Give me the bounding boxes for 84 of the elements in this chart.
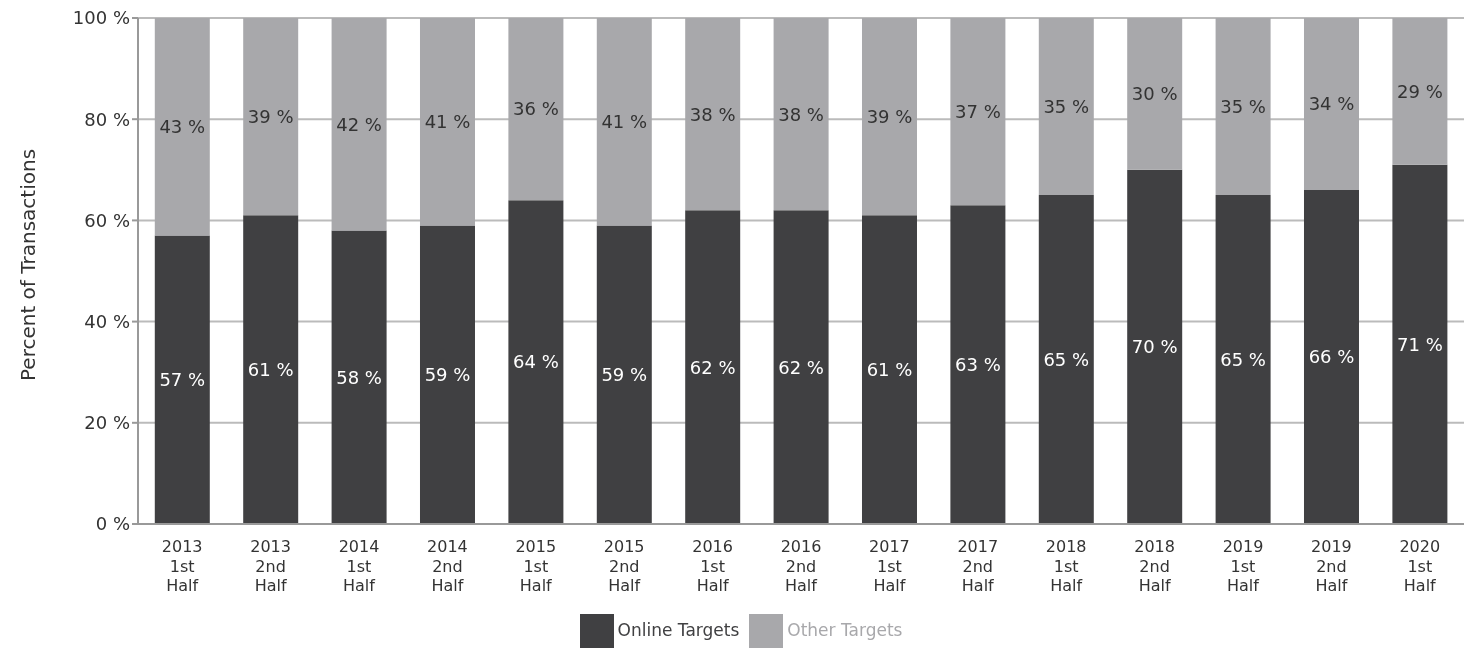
data-label: 36 % [513,98,559,120]
bar [1127,18,1183,170]
data-label: 37 % [955,101,1001,122]
data-label: 38 % [689,103,736,125]
bar [154,235,210,524]
x-tick-label: 2014 1st Half [338,537,380,595]
data-label: 35 % [1220,95,1266,117]
bar [1215,18,1271,196]
data-label: 30 % [1131,83,1178,105]
bar [1304,18,1359,191]
x-tick-label: 2017 2nd Half [957,537,999,595]
bar [1038,195,1094,524]
data-label: 65 % [1043,348,1090,370]
bar [685,210,741,524]
data-label: 58 % [336,366,382,388]
data-label: 61 % [866,359,913,381]
bar [862,215,917,524]
bar [596,225,652,524]
x-tick-label: 2016 2nd Half [780,537,822,595]
data-label: 71 % [1397,333,1443,355]
y-tick-label: 0 % [95,513,130,535]
data-label: 66 % [1308,346,1355,368]
bar [331,18,387,231]
data-label: 57 % [159,369,206,391]
bar [1127,169,1183,524]
y-tick-label: 60 % [84,209,130,231]
x-tick-label: 2019 1st Half [1222,537,1264,595]
bar [508,18,564,201]
data-label: 70 % [1131,336,1178,358]
bar [773,210,829,524]
bar [596,18,652,226]
bar [508,200,564,524]
data-label: 39 % [247,106,294,128]
bar [1304,190,1359,524]
bar [950,18,1006,206]
bar [1392,164,1448,524]
data-label: 39 % [866,106,913,128]
data-label: 64 % [513,351,559,373]
bar [420,18,475,226]
x-tick-label: 2013 1st Half [161,537,203,595]
bar [1392,18,1448,165]
data-label: 29 % [1397,80,1443,102]
data-label: 41 % [424,111,471,133]
bar [773,18,829,211]
x-tick-label: 2019 2nd Half [1311,537,1352,595]
data-label: 62 % [689,356,736,378]
data-label: 41 % [601,111,648,133]
x-tick-label: 2013 2nd Half [250,537,291,595]
bar [862,18,917,216]
bar [243,215,299,524]
data-label: 34 % [1308,93,1355,115]
legend-label: Online Targets [617,620,740,640]
data-label: 59 % [601,364,648,386]
data-label: 63 % [955,354,1001,375]
x-tick-label: 2015 1st Half [515,537,557,595]
y-tick-label: 80 % [84,108,130,130]
data-label: 42 % [336,113,382,135]
y-tick-label: 40 % [84,310,130,332]
bar [420,225,475,524]
bar [685,18,741,211]
x-tick-label: 2018 2nd Half [1134,537,1175,595]
bar [331,230,387,524]
x-tick-label: 2018 1st Half [1045,537,1087,595]
data-label: 61 % [247,359,294,381]
legend-label: Other Targets [787,620,903,640]
data-label: 43 % [159,116,206,138]
bar [1038,18,1094,196]
x-tick-label: 2017 1st Half [869,537,910,595]
data-label: 59 % [424,364,471,386]
data-label: 38 % [778,103,824,125]
y-tick-label: 20 % [84,412,130,434]
bar [243,18,299,216]
data-label: 65 % [1220,348,1266,370]
y-tick-label: 100 % [72,7,130,29]
x-tick-label: 2014 2nd Half [427,537,468,595]
data-label: 62 % [778,356,824,378]
bar [154,18,210,236]
x-tick-label: 2020 1st Half [1399,537,1441,595]
bar [1215,195,1271,524]
x-tick-label: 2015 2nd Half [603,537,645,595]
data-label: 35 % [1043,95,1090,117]
x-tick-label: 2016 1st Half [692,537,733,595]
y-axis-title: Percent of Transactions [16,148,41,381]
bar [950,205,1006,524]
